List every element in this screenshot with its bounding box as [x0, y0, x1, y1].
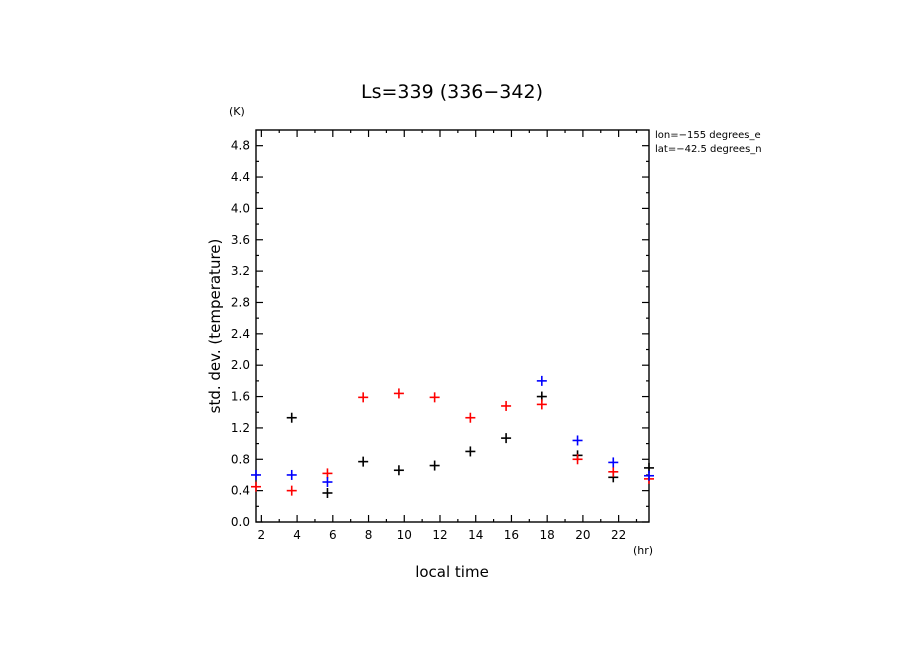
annotation-longitude: lon=−155 degrees_e [655, 130, 761, 141]
x-unit-label: (hr) [633, 544, 653, 557]
y-tick-label: 1.6 [231, 390, 250, 404]
x-tick-label: 8 [365, 528, 373, 542]
x-tick-label: 18 [540, 528, 555, 542]
y-axis: 0.0 0.4 0.8 1.2 1.6 2.0 2.4 2.8 3.2 3.6 4.0 4.4 4.8 [231, 139, 649, 529]
chart-title: Ls=339 (336−342) [361, 81, 543, 103]
y-tick-label: 1.2 [231, 421, 250, 435]
data-point-series-0 [429, 460, 440, 471]
data-point-series-1 [501, 400, 512, 411]
data-point-series-2 [644, 470, 654, 481]
data-points [251, 375, 654, 498]
y-tick-label: 4.4 [231, 170, 250, 184]
data-point-series-1 [286, 485, 297, 496]
x-tick-label: 2 [258, 528, 266, 542]
data-point-series-0 [465, 446, 476, 457]
y-unit-label: (K) [229, 105, 245, 118]
y-tick-label: 2.0 [231, 358, 250, 372]
data-point-series-2 [251, 469, 261, 480]
x-tick-label: 20 [575, 528, 590, 542]
data-point-series-0 [358, 456, 369, 467]
annotation-latitude: lat=−42.5 degrees_n [655, 144, 762, 155]
data-point-series-1 [322, 468, 333, 479]
data-point-series-1 [465, 412, 476, 423]
data-point-series-0 [501, 433, 512, 444]
x-tick-label: 10 [397, 528, 412, 542]
data-point-series-0 [322, 487, 333, 498]
x-tick-label: 14 [468, 528, 483, 542]
data-point-series-1 [572, 454, 583, 465]
data-point-series-1 [358, 392, 369, 403]
data-point-series-2 [608, 457, 619, 468]
y-tick-label: 3.2 [231, 264, 250, 278]
y-tick-label: 0.8 [231, 452, 250, 466]
x-tick-label: 4 [293, 528, 301, 542]
data-point-series-2 [286, 469, 297, 480]
data-point-series-1 [251, 481, 261, 492]
y-tick-label: 4.0 [231, 201, 250, 215]
x-tick-label: 16 [504, 528, 519, 542]
y-tick-label: 4.8 [231, 139, 250, 153]
y-tick-label: 2.4 [231, 327, 250, 341]
x-tick-label: 12 [432, 528, 447, 542]
data-point-series-0 [286, 412, 297, 423]
x-axis: 2 4 6 8 10 12 14 16 18 20 22 [258, 130, 638, 542]
data-point-series-0 [393, 465, 404, 476]
x-tick-label: 22 [611, 528, 626, 542]
data-point-series-1 [429, 392, 440, 403]
x-axis-title: local time [415, 563, 489, 581]
plot-frame [255, 129, 650, 523]
x-tick-label: 6 [329, 528, 337, 542]
data-point-series-1 [393, 388, 404, 399]
y-tick-label: 0.4 [231, 484, 250, 498]
data-point-series-1 [608, 466, 619, 477]
y-axis-title: std. dev. (temperature) [206, 239, 224, 414]
data-point-series-2 [322, 477, 333, 488]
data-point-series-2 [572, 435, 583, 446]
data-point-series-2 [536, 375, 547, 386]
y-tick-label: 0.0 [231, 515, 250, 529]
y-tick-label: 3.6 [231, 233, 250, 247]
y-tick-label: 2.8 [231, 295, 250, 309]
data-point-series-1 [536, 399, 547, 410]
